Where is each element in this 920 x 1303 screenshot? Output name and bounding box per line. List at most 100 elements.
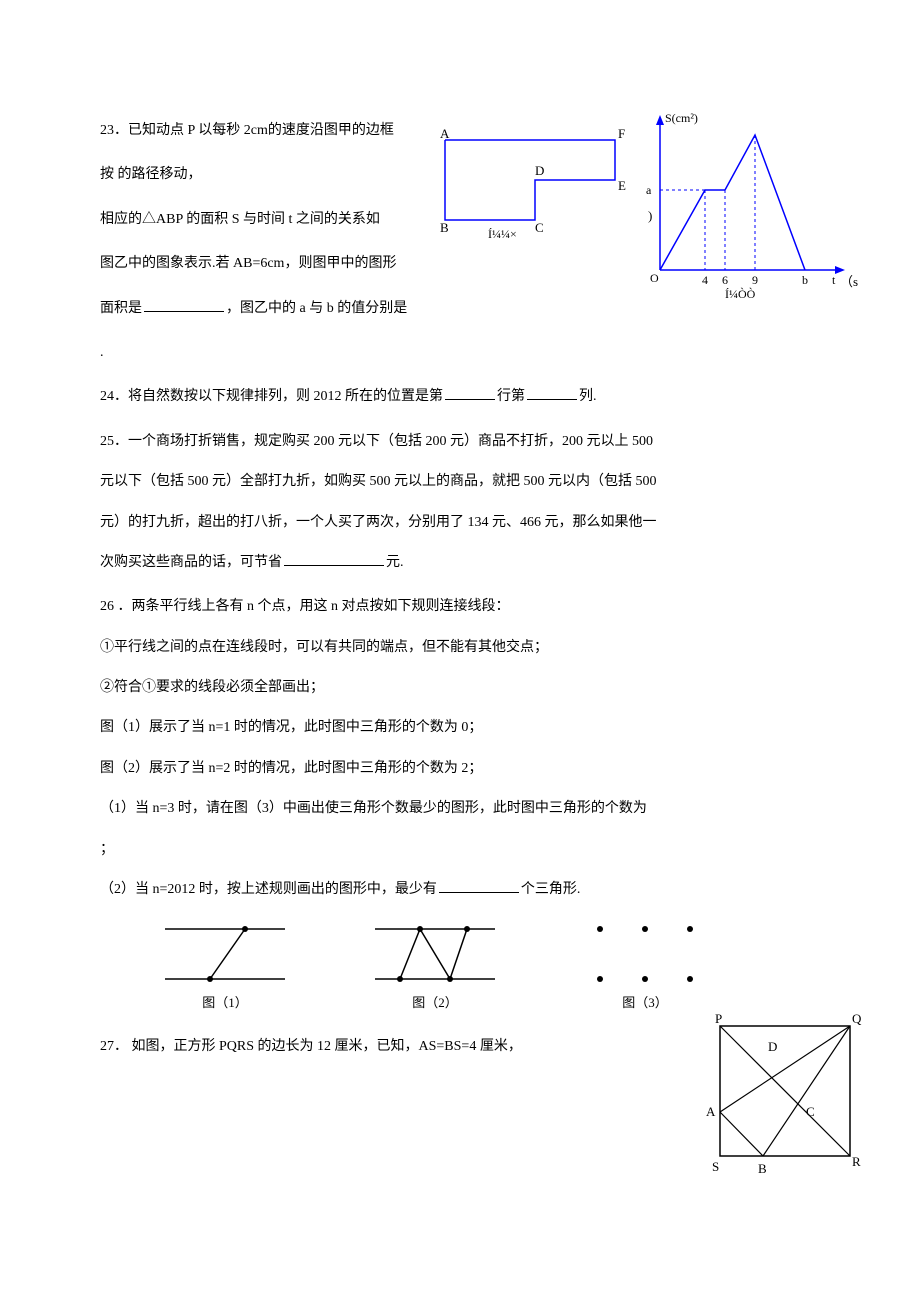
label-P: P [715, 1011, 722, 1026]
problem-number: 25． [100, 434, 128, 449]
label-A: A [440, 126, 450, 141]
segment [420, 929, 450, 979]
problem-number: 27． [100, 1039, 128, 1054]
text: ，图乙中的 a 与 b 的值分别是 [226, 301, 407, 316]
dot [642, 926, 648, 932]
text-line: 23．已知动点 P 以每秒 2cm的速度沿图甲的边框 [100, 120, 420, 142]
problem-24: 24．将自然数按以下规律排列，则 2012 所在的位置是第 行第 列. [100, 386, 820, 408]
text-line: 元）的打九折，超出的打八折，一个人买了两次，分别用了 134 元、466 元，那… [100, 512, 820, 534]
text-line: 26 ．两条平行线上各有 n 个点，用这 n 对点按如下规则连接线段： [100, 596, 820, 618]
xtick-b: b [802, 273, 808, 287]
text: 个三角形. [521, 882, 581, 897]
problem-26: 26 ．两条平行线上各有 n 个点，用这 n 对点按如下规则连接线段： ①平行线… [100, 596, 820, 1014]
label-B: B [758, 1161, 767, 1176]
text-line: 元以下（包括 500 元）全部打九折，如购买 500 元以上的商品，就把 500… [100, 471, 820, 493]
x-arrow [835, 266, 845, 274]
text-line: （2）当 n=2012 时，按上述规则画出的图形中，最少有个三角形. [100, 879, 820, 901]
text: 元. [386, 555, 404, 570]
caption-right: Í¼ÒÒ [725, 287, 756, 301]
figure-square-pqrs: P Q R S A B D C [700, 1011, 870, 1181]
svg-figure-left: A F B C D E Í¼¼× [440, 110, 630, 250]
label-O: O [650, 271, 659, 285]
figure-graph: S(cm²) a ) O 4 6 9 b t （s Í¼ÒÒ [640, 110, 850, 310]
label-S: S [712, 1159, 719, 1174]
dot [642, 976, 648, 982]
y-arrow [656, 115, 664, 125]
fig-label: 图（2） [360, 993, 510, 1014]
segment [450, 929, 467, 979]
segment [400, 929, 420, 979]
label-E: E [618, 178, 626, 193]
text-line: （1）当 n=3 时，请在图（3）中画出使三角形个数最少的图形，此时图中三角形的… [100, 798, 820, 820]
fig-label: 图（3） [570, 993, 720, 1014]
fill-blank[interactable] [284, 552, 384, 566]
segment [210, 929, 245, 979]
label-D: D [535, 163, 544, 178]
text: 列. [579, 389, 597, 404]
text-line: 24．将自然数按以下规律排列，则 2012 所在的位置是第 行第 列. [100, 386, 820, 408]
svg-fig3 [570, 919, 720, 989]
label-A: A [706, 1104, 716, 1119]
fill-blank[interactable] [439, 879, 519, 893]
xtick-4: 4 [702, 273, 708, 287]
text-line: 按 的路径移动， [100, 164, 420, 186]
problem-number: 24． [100, 389, 128, 404]
svg-fig1 [155, 919, 295, 989]
problem-number: 23． [100, 123, 128, 138]
text: 已知动点 P 以每秒 2cm的速度沿图甲的边框 [128, 123, 394, 138]
label-t: t [832, 273, 836, 287]
text: 行第 [497, 389, 525, 404]
xtick-6: 6 [722, 273, 728, 287]
svg-fig2 [365, 919, 505, 989]
text-line: . [100, 342, 420, 364]
dot [687, 926, 693, 932]
figure-1: 图（1） [150, 919, 300, 1014]
text: 两条平行线上各有 n 个点，用这 n 对点按如下规则连接线段： [132, 599, 510, 614]
text-line: 相应的△ABP 的面积 S 与时间 t 之间的关系如 [100, 209, 420, 231]
problem-number: 26 ． [100, 599, 132, 614]
svg-figure-right: S(cm²) a ) O 4 6 9 b t （s Í¼ÒÒ [640, 110, 860, 310]
figure-shape-path: A F B C D E Í¼¼× [440, 110, 630, 280]
text-line: 面积是，图乙中的 a 与 b 的值分别是 [100, 298, 420, 320]
caption-left: Í¼¼× [488, 227, 517, 241]
dot [597, 976, 603, 982]
problem-25: 25．一个商场打折销售，规定购买 200 元以下（包括 200 元）商品不打折，… [100, 431, 820, 575]
label-paren-small: ) [648, 208, 652, 223]
diagrams-26: 图（1） 图（2） [100, 919, 820, 1014]
problem-23-text: 23．已知动点 P 以每秒 2cm的速度沿图甲的边框 按 的路径移动， 相应的△… [100, 120, 420, 364]
fig-label: 图（1） [150, 993, 300, 1014]
label-R: R [852, 1154, 861, 1169]
text-line: 图（1）展示了当 n=1 时的情况，此时图中三角形的个数为 0； [100, 717, 820, 739]
label-D: D [768, 1039, 777, 1054]
figure-2: 图（2） [360, 919, 510, 1014]
problem-27: 27． 如图，正方形 PQRS 的边长为 12 厘米，已知，AS=BS=4 厘米… [100, 1036, 820, 1058]
figure-3: 图（3） [570, 919, 720, 1014]
fill-blank[interactable] [527, 386, 577, 400]
line-ab [720, 1112, 763, 1156]
label-F: F [618, 126, 625, 141]
label-Q: Q [852, 1011, 862, 1026]
label-a: a [646, 183, 652, 197]
text-line: ②符合①要求的线段必须全部画出； [100, 677, 820, 699]
dot [597, 926, 603, 932]
label-B: B [440, 220, 449, 235]
text: 将自然数按以下规律排列，则 2012 所在的位置是第 [128, 389, 443, 404]
text: 一个商场打折销售，规定购买 200 元以下（包括 200 元）商品不打折，200… [128, 434, 653, 449]
label-C: C [535, 220, 544, 235]
diag-pr [720, 1026, 850, 1156]
problem-23: 23．已知动点 P 以每秒 2cm的速度沿图甲的边框 按 的路径移动， 相应的△… [100, 120, 820, 364]
fill-blank[interactable] [445, 386, 495, 400]
text-line: 图（2）展示了当 n=2 时的情况，此时图中三角形的个数为 2； [100, 758, 820, 780]
text-line: 图乙中的图象表示.若 AB=6cm，则图甲中的图形 [100, 253, 420, 275]
label-C: C [806, 1104, 815, 1119]
dot [687, 976, 693, 982]
text-line: ； [100, 839, 820, 861]
problem-23-figures: A F B C D E Í¼¼× [440, 110, 850, 310]
shape-outline [445, 140, 615, 220]
fill-blank[interactable] [144, 298, 224, 312]
text: 次购买这些商品的话，可节省 [100, 555, 282, 570]
graph-line [660, 135, 805, 270]
text: 如图，正方形 PQRS 的边长为 12 厘米，已知，AS=BS=4 厘米， [128, 1039, 522, 1054]
text-line: 次购买这些商品的话，可节省 元. [100, 552, 820, 574]
label-S: S(cm²) [665, 111, 698, 125]
